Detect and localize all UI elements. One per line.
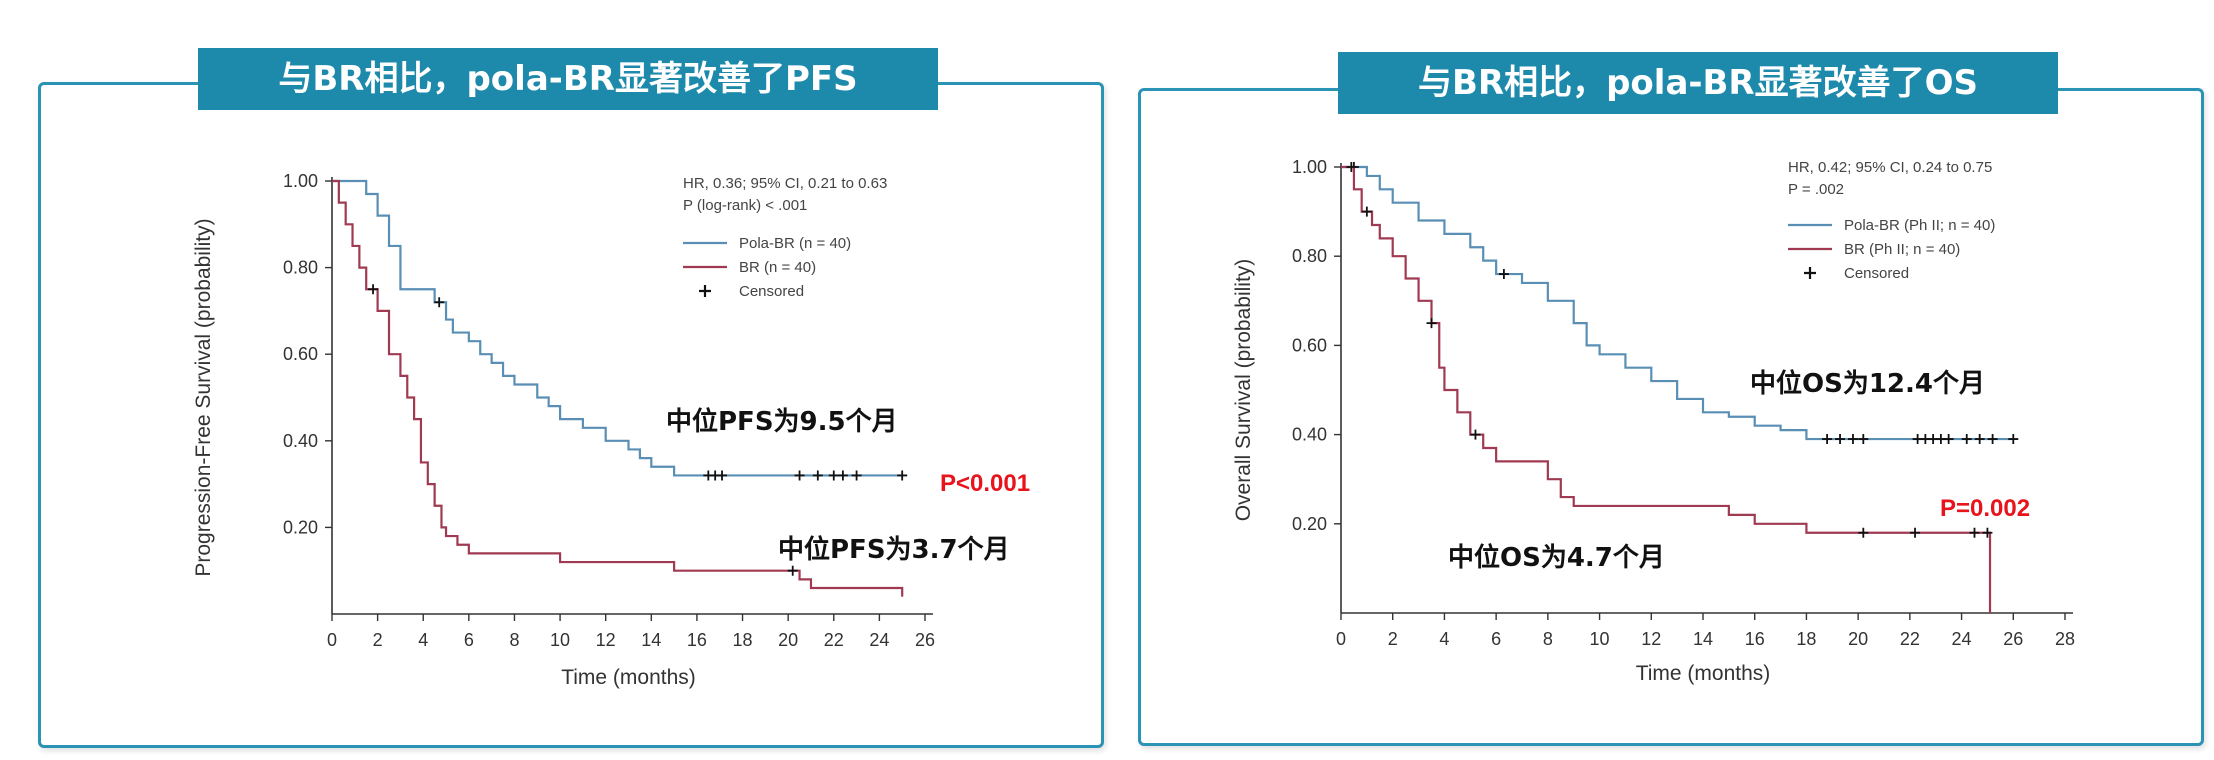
legend-censor-icon <box>699 285 711 297</box>
x-tick-label: 4 <box>418 630 428 650</box>
x-axis-label: Time (months) <box>561 666 696 689</box>
x-tick-label: 12 <box>596 630 616 650</box>
censor-mark <box>1858 434 1869 445</box>
censor-mark <box>837 470 848 481</box>
censor-mark <box>1346 162 1357 172</box>
x-tick-label: 0 <box>1336 629 1346 649</box>
median-br-label: 中位PFS为3.7个月 <box>778 534 1010 565</box>
stats-text: P = .002 <box>1788 181 1844 198</box>
censor-mark <box>1361 206 1372 217</box>
censor-mark <box>828 470 839 481</box>
x-axis-label: Time (months) <box>1636 662 1771 685</box>
censor-mark <box>2008 434 2019 445</box>
panel-title-os: 与BR相比，pola-BR显著改善了OS <box>1338 52 2058 114</box>
stats-text: HR, 0.36; 95% CI, 0.21 to 0.63 <box>683 175 887 192</box>
series-line-0 <box>332 179 903 477</box>
series-line-1 <box>1341 165 1992 613</box>
series-line-1 <box>332 179 904 597</box>
median-pola-label: 中位PFS为9.5个月 <box>666 406 898 437</box>
x-tick-label: 6 <box>464 630 474 650</box>
p-value-label: P<0.001 <box>940 470 1030 497</box>
x-tick-label: 14 <box>1693 629 1713 649</box>
x-tick-label: 16 <box>1745 629 1765 649</box>
censor-mark <box>851 470 862 481</box>
censor-mark <box>812 470 823 481</box>
median-pola-label: 中位OS为12.4个月 <box>1750 368 1985 399</box>
censor-mark <box>1982 527 1993 538</box>
censor-mark <box>1943 434 1954 445</box>
x-tick-label: 0 <box>327 630 337 650</box>
x-tick-label: 10 <box>1590 629 1610 649</box>
median-br-label: 中位OS为4.7个月 <box>1448 542 1665 573</box>
censor-mark <box>897 470 908 481</box>
censor-mark <box>1426 318 1437 329</box>
y-tick-label: 0.80 <box>1292 246 1327 266</box>
stats-text: P (log-rank) < .001 <box>683 197 807 214</box>
x-tick-label: 4 <box>1439 629 1449 649</box>
legend-censor-icon <box>1804 267 1816 279</box>
censor-mark <box>794 470 805 481</box>
censor-mark <box>1822 434 1833 445</box>
x-tick-label: 12 <box>1641 629 1661 649</box>
x-tick-label: 6 <box>1491 629 1501 649</box>
x-tick-label: 10 <box>550 630 570 650</box>
x-tick-label: 24 <box>869 630 889 650</box>
y-tick-label: 0.20 <box>1292 514 1327 534</box>
censor-mark <box>1470 429 1481 440</box>
censor-mark <box>1987 434 1998 445</box>
x-tick-label: 26 <box>2003 629 2023 649</box>
censor-mark <box>1847 434 1858 445</box>
y-tick-label: 0.40 <box>283 431 318 451</box>
censor-mark <box>1835 434 1846 445</box>
chart-panel-os <box>1138 88 2204 746</box>
x-tick-label: 26 <box>915 630 935 650</box>
chart-panel-pfs <box>38 82 1104 748</box>
y-tick-label: 1.00 <box>283 171 318 191</box>
x-tick-label: 28 <box>2055 629 2075 649</box>
censor-mark <box>434 297 445 308</box>
censor-mark <box>1974 434 1985 445</box>
legend-label: Censored <box>1844 265 1909 282</box>
x-tick-label: 8 <box>1543 629 1553 649</box>
x-tick-label: 16 <box>687 630 707 650</box>
x-tick-label: 24 <box>1952 629 1972 649</box>
x-tick-label: 20 <box>778 630 798 650</box>
legend-label: Pola-BR (n = 40) <box>739 235 851 252</box>
y-axis-label: Overall Survival (probability) <box>1232 259 1255 522</box>
y-axis-label: Progression-Free Survival (probability) <box>192 218 215 576</box>
x-tick-label: 18 <box>733 630 753 650</box>
x-tick-label: 14 <box>641 630 661 650</box>
y-tick-label: 0.20 <box>283 517 318 537</box>
x-tick-label: 20 <box>1848 629 1868 649</box>
censor-mark <box>1969 527 1980 538</box>
legend-label: BR (n = 40) <box>739 259 816 276</box>
censor-mark <box>1498 269 1509 280</box>
y-tick-label: 0.80 <box>283 258 318 278</box>
censor-mark <box>717 470 728 481</box>
legend-label: Censored <box>739 283 804 300</box>
x-tick-label: 22 <box>824 630 844 650</box>
censor-mark <box>1961 434 1972 445</box>
x-tick-label: 22 <box>1900 629 1920 649</box>
stats-text: HR, 0.42; 95% CI, 0.24 to 0.75 <box>1788 159 1992 176</box>
panel-title-pfs: 与BR相比，pola-BR显著改善了PFS <box>198 48 938 110</box>
legend-label: BR (Ph II; n = 40) <box>1844 241 1960 258</box>
y-tick-label: 1.00 <box>1292 157 1327 177</box>
censor-mark <box>1910 527 1921 538</box>
censor-mark <box>787 565 798 576</box>
y-tick-label: 0.40 <box>1292 425 1327 445</box>
x-tick-label: 18 <box>1796 629 1816 649</box>
series-line-0 <box>1341 165 2014 441</box>
censor-mark <box>368 284 379 295</box>
y-tick-label: 0.60 <box>283 344 318 364</box>
censor-mark <box>1858 527 1869 538</box>
p-value-label: P=0.002 <box>1940 495 2030 522</box>
x-tick-label: 2 <box>373 630 383 650</box>
x-tick-label: 8 <box>509 630 519 650</box>
y-tick-label: 0.60 <box>1292 335 1327 355</box>
x-tick-label: 2 <box>1388 629 1398 649</box>
legend-label: Pola-BR (Ph II; n = 40) <box>1844 217 1995 234</box>
